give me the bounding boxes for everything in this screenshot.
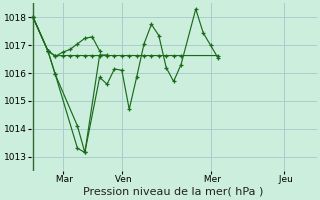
X-axis label: Pression niveau de la mer( hPa ): Pression niveau de la mer( hPa ) <box>84 187 264 197</box>
